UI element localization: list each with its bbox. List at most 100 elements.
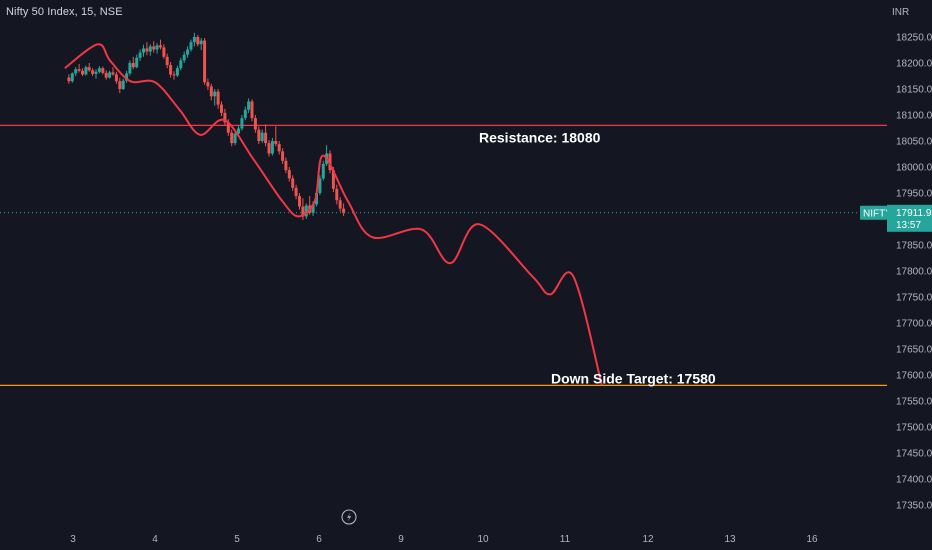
candle-body [87,67,91,71]
candle-body [148,46,152,52]
y-tick-label: 17350.00 [896,501,932,512]
candle-body [128,63,132,74]
candle-body [74,69,78,74]
x-tick-label: 6 [316,534,322,545]
candle-body [274,141,278,145]
candle-body [155,45,159,50]
candle-body [342,208,346,213]
y-tick-label: 18200.00 [896,59,932,70]
candle-body [247,101,251,110]
candle-body [152,46,156,50]
x-tick-label: 4 [152,534,158,545]
replay-icon[interactable] [341,509,357,525]
candle-body [179,60,183,69]
candle-body [294,187,298,197]
y-tick-label: 17800.00 [896,267,932,278]
candle-body [94,71,98,74]
candle-body [331,170,335,189]
candle-body [175,68,179,76]
candle-body [223,112,227,123]
candle-body [114,74,118,82]
currency-label: INR [892,7,910,18]
candle-body [216,91,220,105]
candle-body [196,37,200,45]
price-badge [887,204,932,232]
candle-body [81,70,84,75]
candle-body [159,45,162,48]
candle-body [77,69,81,71]
candle-body [111,72,115,75]
candle-body [142,48,145,53]
candle-body [169,65,173,75]
y-tick-label: 18000.00 [896,163,932,174]
candle-body [291,178,295,188]
projection-path [64,43,603,386]
candle-body [70,73,74,82]
candle-body [203,40,207,83]
candle-body [182,54,186,61]
candle-body [260,132,264,141]
candle-body [267,143,271,154]
candle-body [91,70,95,74]
candle-body [318,178,322,193]
candle-body [321,163,325,179]
candle-body [277,144,281,152]
y-tick-label: 18150.00 [896,85,932,96]
candle-body [220,104,223,113]
candle-body [237,128,240,134]
candle-body [284,160,288,171]
candle-body [206,82,210,87]
candle-body [125,73,129,81]
x-tick-label: 12 [642,534,654,545]
candle-body [243,109,247,119]
x-tick-label: 11 [560,534,571,545]
candle-body [108,72,112,78]
ticker-label: Nifty 50 Index, 15, NSE [6,6,123,18]
y-tick-label: 17450.00 [896,449,932,460]
candle-body [257,129,261,141]
y-tick-label: 17700.00 [896,319,932,330]
y-tick-label: 18250.00 [896,33,932,44]
candle-body [226,122,230,133]
x-tick-label: 16 [806,534,818,545]
candle-body [287,170,291,179]
candle-body [338,200,342,209]
y-tick-label: 17750.00 [896,293,932,304]
candle-body [145,48,149,52]
candle-body [162,47,166,57]
candle-body [304,205,308,217]
x-tick-label: 9 [398,534,404,545]
candle-body [199,40,203,45]
symbol-badge [860,205,887,220]
candle-body [172,74,176,76]
candle-body [328,153,332,171]
y-tick-label: 18100.00 [896,111,932,122]
candle-body [270,141,274,154]
candle-body [101,68,105,73]
x-tick-label: 13 [724,534,736,545]
y-tick-label: 17500.00 [896,423,932,434]
x-tick-label: 10 [477,534,489,545]
candle-body [186,49,190,55]
y-tick-label: 17550.00 [896,397,932,408]
candle-body [84,67,88,75]
price-badge-value: 17911.95 [896,208,932,219]
candle-body [233,133,237,144]
candle-body [165,56,169,66]
target-label: Down Side Target: 17580 [551,370,716,386]
y-tick-label: 17650.00 [896,345,932,356]
y-tick-label: 17950.00 [896,189,932,200]
last-price-badge: NIFTY 17911.9513:57 [860,204,932,232]
candle-body [104,72,108,78]
candle-body [264,132,268,144]
y-tick-label: 18050.00 [896,137,932,148]
y-tick-label: 17600.00 [896,371,932,382]
candle-body [138,52,142,58]
x-axis: 3 4 5 6 9 10 11 12 13 16 [70,534,818,545]
annotations: Resistance: 18080 Down Side Target: 17580 [479,129,716,386]
resistance-label: Resistance: 18080 [479,129,601,145]
candle-body [301,206,305,217]
candle-body [189,42,193,50]
